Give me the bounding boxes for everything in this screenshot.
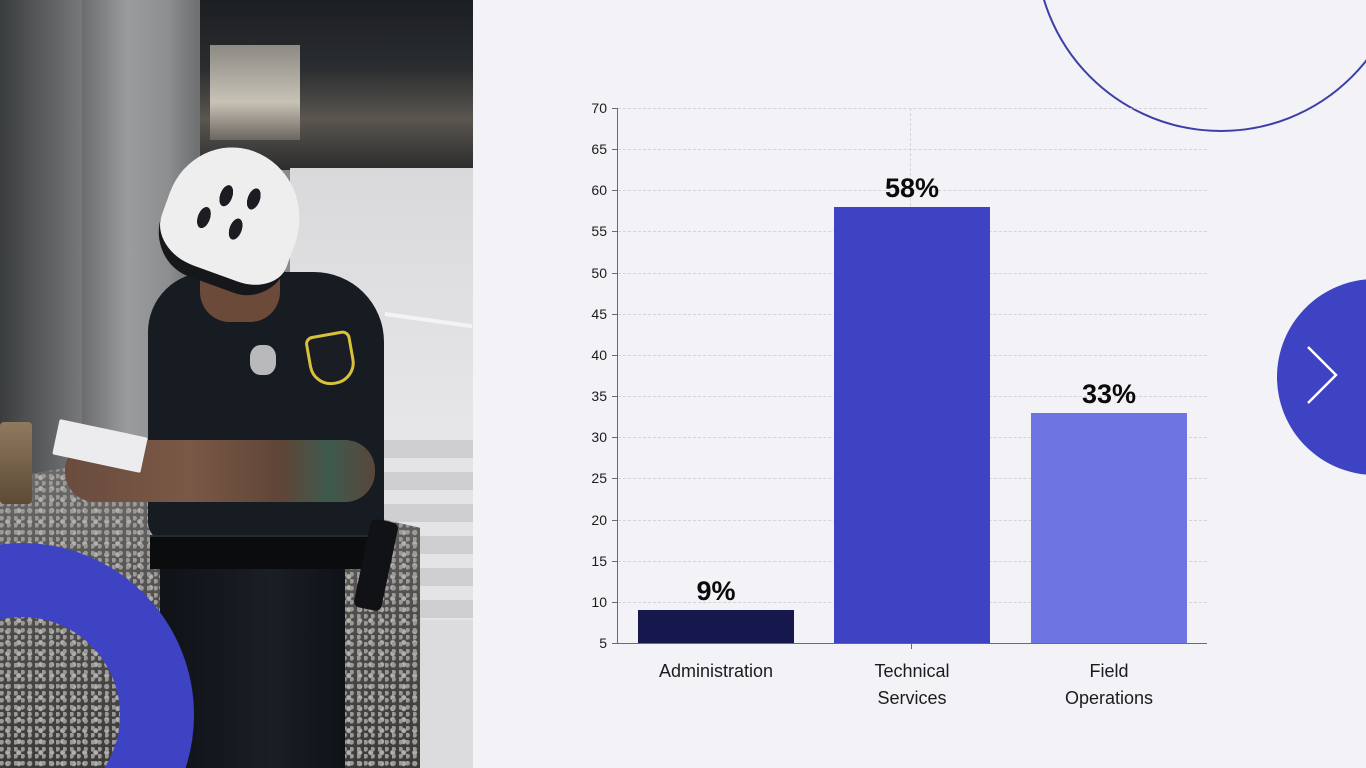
officer-belt — [150, 535, 370, 569]
y-tick-label: 45 — [591, 305, 607, 322]
chevron-right-icon — [1307, 346, 1338, 404]
category-label: Technical Services — [874, 661, 950, 708]
y-tick-label: 10 — [591, 593, 607, 610]
y-tick — [612, 560, 617, 562]
x-tick — [911, 644, 912, 649]
y-tick — [612, 478, 617, 480]
gridline — [618, 108, 1207, 109]
next-slide-button[interactable] — [1277, 279, 1366, 475]
y-tick-label: 35 — [591, 388, 607, 405]
bar-chart: 70 65 60 55 50 45 40 35 30 25 20 15 10 5 9% Administra… — [570, 95, 1220, 725]
y-tick-label: 60 — [591, 182, 607, 199]
y-tick-label: 40 — [591, 346, 607, 363]
y-tick-label: 30 — [591, 429, 607, 446]
y-tick-label: 15 — [591, 552, 607, 569]
x-axis — [617, 643, 1207, 644]
y-tick-label: 65 — [591, 141, 607, 158]
gridline — [618, 190, 1207, 192]
bar-administration — [638, 610, 794, 643]
y-tick-label: 50 — [591, 264, 607, 281]
category-label: Administration — [658, 661, 774, 681]
y-tick — [612, 601, 617, 603]
bar-value-label: 33% — [1081, 378, 1137, 409]
bar-field-operations — [1031, 412, 1187, 643]
y-tick — [612, 190, 617, 192]
y-tick — [612, 272, 617, 274]
photo-bag — [0, 422, 32, 504]
bar-value-label: 9% — [696, 576, 736, 607]
y-tick-label: 55 — [591, 223, 607, 240]
y-tick — [612, 643, 617, 644]
y-axis — [617, 108, 618, 643]
y-tick — [612, 231, 617, 233]
y-tick — [612, 437, 617, 439]
y-tick-label: 25 — [591, 470, 607, 487]
photo-window-pane — [210, 45, 300, 140]
y-tick — [612, 149, 617, 151]
y-tick-label: 20 — [591, 511, 607, 528]
y-tick — [612, 396, 617, 398]
gridline — [618, 149, 1207, 151]
category-label: Field Operations — [1064, 661, 1154, 708]
bar-technical-services — [834, 206, 990, 643]
hero-photo — [0, 0, 473, 768]
bar-value-label: 58% — [884, 172, 940, 203]
y-tick — [612, 313, 617, 315]
y-tick — [612, 354, 617, 356]
y-tick — [612, 519, 617, 521]
y-tick — [612, 108, 617, 109]
officer-badge — [250, 345, 276, 375]
y-tick-label: 70 — [591, 100, 607, 116]
y-tick-label: 5 — [599, 635, 607, 651]
